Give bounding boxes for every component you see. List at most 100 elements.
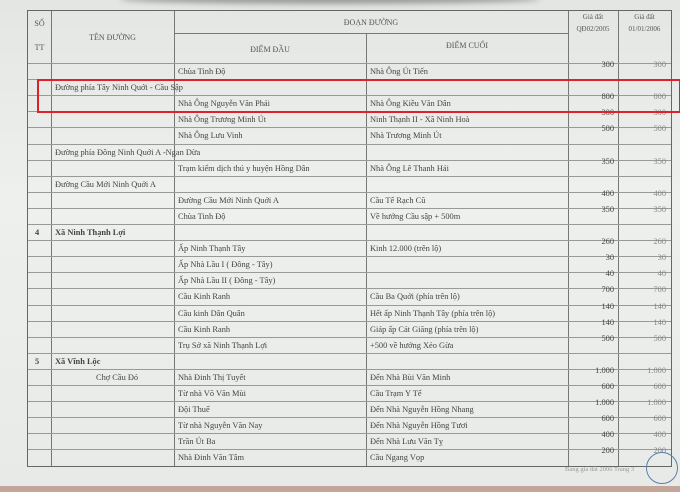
table-row: Chùa Tinh Độ Về hướng Cầu sập + 500m 350 35… — [28, 204, 671, 225]
end-point-cell: Nhà Trương Minh Út — [370, 131, 442, 141]
header-doan-duong: ĐOẠN ĐƯỜNG — [343, 18, 399, 27]
price-2006-cell: 1.000 — [647, 365, 666, 375]
column-divider — [174, 11, 175, 466]
price-2006-cell: 800 — [653, 92, 666, 102]
table-row: Cầu Kinh Ranh Cầu Ba Quới (phía trên lộ) 7… — [28, 285, 671, 305]
table-row: Nhà Ông Lưu Vinh Nhà Trương Minh Út 500 500 — [28, 124, 671, 144]
price-2005-cell: 140 — [601, 317, 614, 327]
start-point-cell: Nhà Ông Lưu Vinh — [178, 131, 243, 141]
start-point-cell: Từ nhà Nguyễn Văn Nay — [178, 421, 263, 431]
start-point-cell: Trạm kiểm dịch thú y huyện Hồng Dân — [178, 163, 310, 173]
start-point-cell: Nhà Đinh Văn Tâm — [178, 453, 244, 463]
start-point-cell: Trụ Sở xã Ninh Thạnh Lợi — [178, 340, 268, 350]
end-point-cell: Cầu Ba Quới (phía trên lộ) — [370, 292, 460, 302]
end-point-cell: Đến Nhà Nguyễn Hồng Tươi — [370, 421, 468, 431]
price-2006-cell: 350 — [653, 156, 666, 166]
start-point-cell: Cầu Kinh Ranh — [178, 292, 231, 302]
start-point-cell: Ấp Ninh Thạnh Tây — [178, 244, 246, 254]
price-2005-cell: 260 — [601, 237, 614, 247]
price-2005-cell: 600 — [601, 414, 614, 424]
table-row: Nhà Đinh Văn Tâm Cầu Ngang Vọp 200 200 — [28, 446, 671, 466]
end-point-cell: Cầu Trạm Y Tế — [370, 389, 422, 398]
signature-mark — [646, 452, 678, 484]
price-2005-cell: 700 — [601, 285, 614, 295]
start-point-cell: Từ nhà Võ Văn Mùi — [178, 389, 246, 398]
end-point-cell: Cầu Ngang Vọp — [370, 453, 425, 463]
price-2005-cell: 600 — [601, 382, 614, 391]
table-row: Đường Cầu Mới Ninh Quới A Cầu Tế Rạch Cũ 4… — [28, 188, 671, 209]
table-row: Trạm kiểm dịch thú y huyện Hồng Dân Nhà Ô… — [28, 156, 671, 177]
price-2006-cell: 400 — [653, 430, 666, 440]
table-row: Trần Út Ba Đến Nhà Lưu Văn Tỵ 400 400 — [28, 430, 671, 450]
end-point-cell: Hết ấp Ninh Thạnh Tây (phía trên lộ) — [370, 308, 496, 318]
price-2006-cell: 30 — [657, 253, 666, 263]
price-2005-cell: 400 — [601, 188, 614, 198]
table-row: Đội Thuế Đến Nhà Nguyễn Hồng Nhang 1.000 1.… — [28, 398, 671, 418]
price-2005-cell: 1.000 — [595, 365, 614, 375]
price-2006-cell: 600 — [653, 414, 666, 424]
price-2006-cell: 1.000 — [647, 398, 666, 408]
table-row: Chợ Cầu Đỏ Nhà Đinh Thị Tuyết Đến Nhà Bùi … — [28, 365, 671, 386]
price-2005-cell: 350 — [601, 156, 614, 166]
street-name-cell: Xã Vĩnh Lộc — [55, 356, 101, 366]
street-name-cell: Đường phía Đông Ninh Quới A -Ngan Dừa — [55, 147, 201, 157]
table-row: 4 Xã Ninh Thạnh Lợi — [28, 224, 671, 241]
end-point-cell: Ninh Thạnh II - Xã Ninh Hoà — [370, 115, 470, 125]
price-2005-cell: 30 — [605, 253, 614, 263]
column-divider — [618, 11, 619, 466]
price-2006-cell: 700 — [653, 285, 666, 295]
start-point-cell: Đội Thuế — [178, 405, 210, 415]
price-2005-cell: 500 — [601, 333, 614, 343]
header-tt: TT — [34, 43, 45, 52]
street-name-cell: Đường phía Tây Ninh Quới - Cầu Sập — [55, 83, 183, 93]
start-point-cell: Cầu Kinh Ranh — [178, 324, 231, 334]
start-point-cell: Trần Út Ba — [178, 437, 216, 447]
table-row: Cầu kinh Dân Quân Hết ấp Ninh Thạnh Tây (… — [28, 301, 671, 322]
header-diem-cuoi: ĐIỂM CUỐI — [446, 41, 488, 50]
price-2006-cell: 140 — [653, 301, 666, 311]
price-2005-cell: 140 — [601, 301, 614, 311]
price-2006-cell: 200 — [653, 446, 666, 456]
stt-cell: 4 — [35, 228, 40, 237]
price-2005-cell: 500 — [601, 124, 614, 134]
header-gia-2005-date: QĐ02/2005 — [576, 25, 610, 33]
start-point-cell: Nhà Ông Nguyễn Văn Phải — [178, 99, 270, 109]
start-point-cell: Ấp Nhà Lầu I ( Đông - Tây) — [178, 260, 273, 270]
street-name-cell: Chợ Cầu Đỏ — [96, 372, 139, 382]
header-diem-dau: ĐIỂM ĐẦU — [250, 45, 290, 54]
header-gia-2006-label: Giá đất — [634, 13, 655, 21]
end-point-cell: Nhà Ông Kiều Văn Dân — [370, 99, 451, 109]
price-2005-cell: 400 — [601, 430, 614, 440]
page-edge — [0, 486, 680, 492]
column-divider — [568, 11, 569, 466]
highlight-box — [37, 79, 680, 113]
price-2006-cell: 500 — [653, 333, 666, 343]
price-2005-cell: 40 — [605, 269, 614, 279]
header-gia-2005-label: Giá đất — [582, 13, 604, 21]
end-point-cell: Giáp ấp Cát Giăng (phía trên lộ) — [370, 324, 479, 334]
start-point-cell: Đường Cầu Mới Ninh Quới A — [178, 195, 279, 205]
stt-cell: 5 — [35, 356, 40, 366]
price-2005-cell: 200 — [601, 446, 614, 456]
table-row: Trụ Sở xã Ninh Thạnh Lợi +500 về hướng Xẻ… — [28, 333, 671, 354]
end-point-cell: Về hướng Cầu sập + 500m — [370, 211, 461, 221]
table-row: Đường Cầu Mới Ninh Quới A — [28, 175, 671, 193]
end-point-cell: +500 về hướng Xẻo Gừa — [370, 340, 454, 350]
table-row: Cầu Kinh Ranh Giáp ấp Cát Giăng (phía trê… — [28, 317, 671, 338]
table-row: Đường phía Đông Ninh Quới A -Ngan Dừa — [28, 143, 671, 161]
page-fold-shadow — [120, 0, 540, 4]
table-row: Từ nhà Nguyễn Văn Nay Đến Nhà Nguyễn Hồng… — [28, 414, 671, 434]
header-gia-2006-date: 01/01/2006 — [628, 25, 661, 33]
start-point-cell: Nhà Đinh Thị Tuyết — [178, 372, 246, 382]
price-2005-cell: 800 — [601, 92, 614, 102]
header-divider — [174, 33, 568, 34]
table-row: Chùa Tinh Độ Nhà Ông Út Tiến 300 300 — [28, 60, 671, 80]
table-row: Nhà Ông Nguyễn Văn Phải Nhà Ông Kiều Văn … — [28, 92, 671, 112]
end-point-cell: Nhà Ông Lê Thanh Hải — [370, 163, 449, 173]
start-point-cell: Nhà Ông Trương Minh Út — [178, 115, 267, 125]
price-2006-cell: 40 — [657, 269, 666, 279]
price-2005-cell: 350 — [601, 204, 614, 214]
price-2006-cell: 260 — [653, 237, 666, 247]
end-point-cell: Đến Nhà Nguyễn Hồng Nhang — [370, 405, 474, 415]
